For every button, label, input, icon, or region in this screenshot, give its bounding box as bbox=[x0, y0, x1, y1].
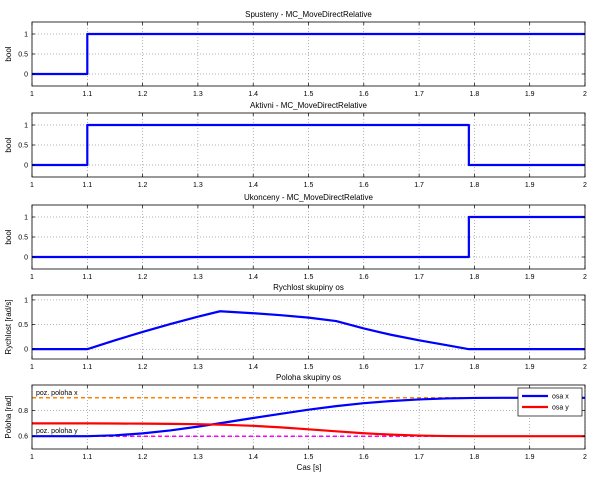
x-tick-label-7: 1.7 bbox=[414, 274, 424, 281]
y-tick-label-1: 0.5 bbox=[18, 322, 28, 329]
x-tick-label-0: 1 bbox=[30, 91, 34, 98]
chart-panel-2: 1 1.1 1.2 1.3 1.4 1.5 1.6 1.7 1.8 1.9 2 0 0.5 1 Aktivn… bbox=[4, 101, 587, 189]
reference-line-label-1: poz. poloha x bbox=[36, 390, 78, 397]
y-tick-label-1: 0.5 bbox=[18, 143, 28, 150]
x-tick-label-2: 1.2 bbox=[138, 274, 148, 281]
x-tick-label-1: 1.1 bbox=[82, 91, 92, 98]
y-tick-label-1: 0.5 bbox=[18, 52, 28, 59]
x-tick-label-8: 1.8 bbox=[470, 454, 480, 461]
legend-entry-1: osa x bbox=[552, 394, 569, 401]
y-tick-label-0: 0.6 bbox=[18, 434, 28, 441]
chart-title: Ukonceny - MC_MoveDirectRelative bbox=[244, 193, 373, 202]
y-tick-label-0: 0 bbox=[24, 255, 28, 262]
x-tick-label-10: 2 bbox=[583, 454, 587, 461]
x-tick-label-10: 2 bbox=[583, 364, 587, 371]
x-tick-label-9: 1.9 bbox=[525, 182, 535, 189]
x-tick-label-4: 1.4 bbox=[248, 364, 258, 371]
chart-title: Aktivni - MC_MoveDirectRelative bbox=[250, 101, 367, 110]
x-tick-label-8: 1.8 bbox=[470, 364, 480, 371]
y-tick-label-1: 0.5 bbox=[18, 235, 28, 242]
x-tick-label-9: 1.9 bbox=[525, 91, 535, 98]
x-tick-label-6: 1.6 bbox=[359, 364, 369, 371]
x-tick-label-6: 1.6 bbox=[359, 182, 369, 189]
x-tick-label-6: 1.6 bbox=[359, 91, 369, 98]
y-tick-label-0: 0 bbox=[24, 72, 28, 79]
x-tick-label-1: 1.1 bbox=[82, 274, 92, 281]
x-tick-label-8: 1.8 bbox=[470, 274, 480, 281]
x-tick-label-7: 1.7 bbox=[414, 91, 424, 98]
series-line-1 bbox=[32, 310, 585, 351]
x-tick-label-3: 1.3 bbox=[193, 454, 203, 461]
x-tick-label-9: 1.9 bbox=[525, 274, 535, 281]
x-tick-label-6: 1.6 bbox=[359, 454, 369, 461]
legend-entry-2: osa y bbox=[552, 405, 569, 412]
x-tick-label-0: 1 bbox=[30, 274, 34, 281]
x-tick-label-6: 1.6 bbox=[359, 274, 369, 281]
x-tick-label-10: 2 bbox=[583, 182, 587, 189]
x-tick-label-4: 1.4 bbox=[248, 454, 258, 461]
x-tick-label-2: 1.2 bbox=[138, 364, 148, 371]
x-tick-label-8: 1.8 bbox=[470, 91, 480, 98]
x-tick-label-10: 2 bbox=[583, 274, 587, 281]
y-axis-label: bool bbox=[4, 229, 13, 244]
x-tick-label-5: 1.5 bbox=[304, 274, 314, 281]
x-tick-label-3: 1.3 bbox=[193, 91, 203, 98]
y-tick-label-1: 0.8 bbox=[18, 408, 28, 415]
x-tick-label-8: 1.8 bbox=[470, 182, 480, 189]
reference-line-label-2: poz. poloha y bbox=[36, 428, 78, 435]
y-tick-label-0: 0 bbox=[24, 163, 28, 170]
y-axis-label: bool bbox=[4, 137, 13, 152]
x-tick-label-3: 1.3 bbox=[193, 364, 203, 371]
x-tick-label-0: 1 bbox=[30, 182, 34, 189]
series-line-1 bbox=[32, 32, 585, 76]
x-tick-label-5: 1.5 bbox=[304, 454, 314, 461]
y-axis-label: bool bbox=[4, 46, 13, 61]
chart-title: Poloha skupiny os bbox=[276, 373, 341, 382]
series-line-1 bbox=[32, 123, 585, 167]
series-line-1 bbox=[32, 396, 585, 438]
x-axis-label: Cas [s] bbox=[297, 463, 322, 472]
x-tick-label-4: 1.4 bbox=[248, 182, 258, 189]
chart-panel-5: poz. poloha x poz. poloha y 1 1.1 1.2 1.3 1.4 1… bbox=[4, 373, 587, 461]
x-tick-label-5: 1.5 bbox=[304, 182, 314, 189]
x-tick-label-7: 1.7 bbox=[414, 364, 424, 371]
x-tick-label-2: 1.2 bbox=[138, 454, 148, 461]
x-tick-label-7: 1.7 bbox=[414, 182, 424, 189]
x-tick-label-4: 1.4 bbox=[248, 91, 258, 98]
x-tick-label-5: 1.5 bbox=[304, 91, 314, 98]
y-tick-label-2: 1 bbox=[24, 32, 28, 39]
x-tick-label-7: 1.7 bbox=[414, 454, 424, 461]
series-line-2 bbox=[32, 422, 585, 438]
x-tick-label-1: 1.1 bbox=[82, 182, 92, 189]
x-tick-label-4: 1.4 bbox=[248, 274, 258, 281]
x-tick-label-9: 1.9 bbox=[525, 454, 535, 461]
y-axis-label: Rychlost [rad/s] bbox=[4, 299, 13, 354]
y-tick-label-2: 1 bbox=[24, 123, 28, 130]
x-tick-label-3: 1.3 bbox=[193, 182, 203, 189]
x-tick-label-1: 1.1 bbox=[82, 364, 92, 371]
x-tick-label-9: 1.9 bbox=[525, 364, 535, 371]
x-tick-label-0: 1 bbox=[30, 454, 34, 461]
y-tick-label-2: 1 bbox=[24, 297, 28, 304]
y-tick-label-0: 0 bbox=[24, 347, 28, 354]
x-tick-label-2: 1.2 bbox=[138, 182, 148, 189]
x-tick-label-3: 1.3 bbox=[193, 274, 203, 281]
chart-panel-3: 1 1.1 1.2 1.3 1.4 1.5 1.6 1.7 1.8 1.9 2 0 0.5 1 Ukonce… bbox=[4, 193, 587, 281]
chart-title: Rychlost skupiny os bbox=[273, 283, 344, 292]
x-tick-label-2: 1.2 bbox=[138, 91, 148, 98]
chart-panel-1: 1 1.1 1.2 1.3 1.4 1.5 1.6 1.7 1.8 1.9 2 0 0.5 1 Spuste… bbox=[4, 10, 587, 98]
chart-panel-4: 1 1.1 1.2 1.3 1.4 1.5 1.6 1.7 1.8 1.9 2 0 0.5 1 Rychlo… bbox=[4, 283, 587, 371]
series-line-1 bbox=[32, 215, 585, 259]
x-tick-label-0: 1 bbox=[30, 364, 34, 371]
legend: osa x osa y bbox=[517, 387, 583, 417]
y-tick-label-2: 1 bbox=[24, 215, 28, 222]
chart-title: Spusteny - MC_MoveDirectRelative bbox=[245, 10, 372, 19]
x-tick-label-10: 2 bbox=[583, 91, 587, 98]
y-axis-label: Poloha [rad] bbox=[4, 395, 13, 438]
legend-box bbox=[517, 387, 583, 417]
x-tick-label-1: 1.1 bbox=[82, 454, 92, 461]
x-tick-label-5: 1.5 bbox=[304, 364, 314, 371]
plot-area bbox=[32, 385, 585, 449]
